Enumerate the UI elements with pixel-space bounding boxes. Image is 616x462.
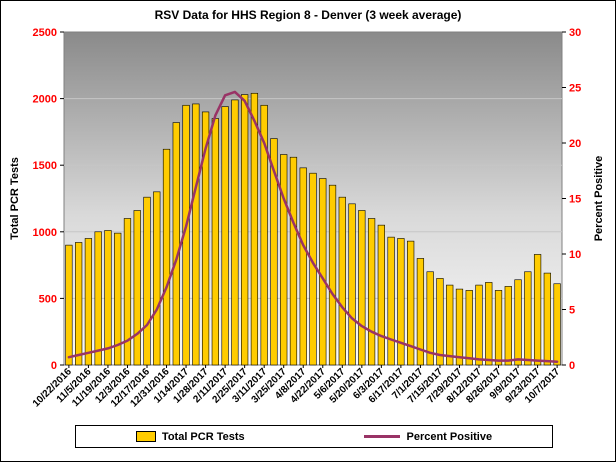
svg-text:5: 5 xyxy=(569,305,575,317)
chart-title: RSV Data for HHS Region 8 - Denver (3 we… xyxy=(154,8,462,22)
svg-text:10: 10 xyxy=(569,249,581,261)
svg-text:25: 25 xyxy=(569,83,581,95)
svg-text:0: 0 xyxy=(51,360,57,372)
bar-swatch-icon xyxy=(135,431,156,442)
svg-text:500: 500 xyxy=(39,293,57,305)
svg-text:2000: 2000 xyxy=(33,94,57,106)
legend-label-percent-positive: Percent Positive xyxy=(406,430,493,443)
legend-item-percent-positive: Percent Positive xyxy=(364,431,492,443)
svg-text:1000: 1000 xyxy=(33,227,57,239)
svg-text:1500: 1500 xyxy=(33,160,57,172)
svg-text:30: 30 xyxy=(569,27,581,39)
svg-text:2500: 2500 xyxy=(33,27,57,39)
legend-label-total-pcr-tests: Total PCR Tests xyxy=(161,430,245,443)
svg-text:0: 0 xyxy=(569,360,575,372)
line-swatch-icon xyxy=(364,435,401,438)
legend: Total PCR Tests Percent Positive xyxy=(75,425,553,448)
svg-text:20: 20 xyxy=(569,138,581,150)
legend-item-total-pcr-tests: Total PCR Tests xyxy=(135,430,245,443)
svg-text:15: 15 xyxy=(569,194,581,206)
